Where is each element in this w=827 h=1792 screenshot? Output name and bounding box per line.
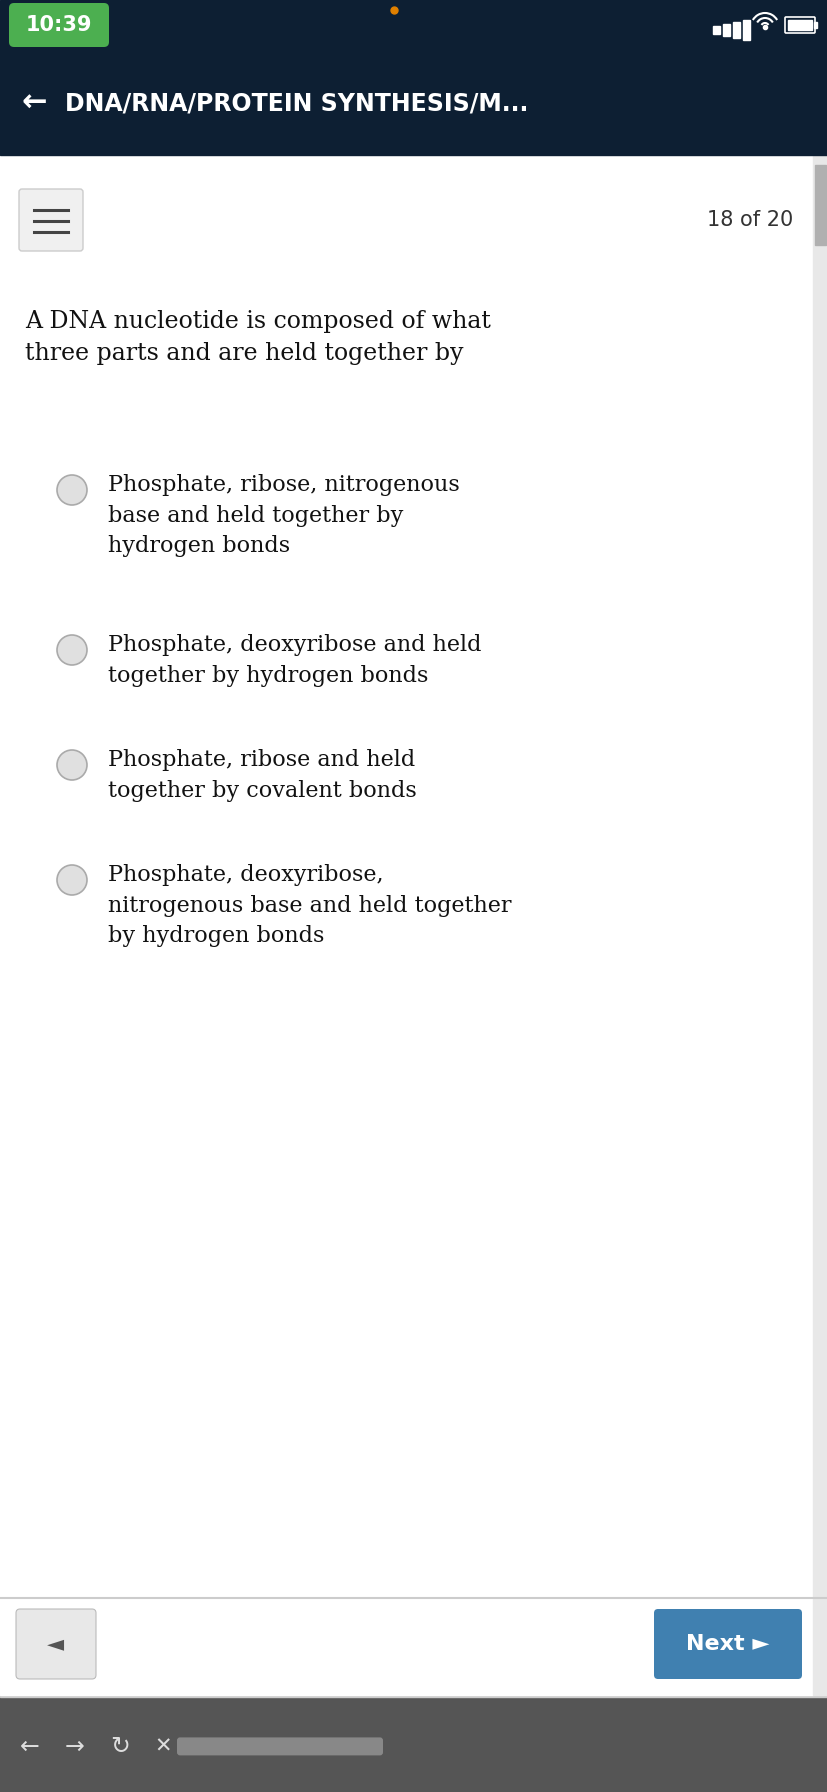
Text: ↻: ↻: [110, 1735, 130, 1758]
Text: 18 of 20: 18 of 20: [706, 210, 792, 229]
FancyBboxPatch shape: [16, 1609, 96, 1679]
Text: ✕: ✕: [154, 1736, 171, 1756]
Bar: [712, 27, 719, 34]
Bar: [812, 154, 827, 1695]
Circle shape: [57, 634, 87, 665]
FancyBboxPatch shape: [19, 188, 83, 251]
Text: A DNA nucleotide is composed of what
three parts and are held together by: A DNA nucleotide is composed of what thr…: [25, 310, 490, 366]
Text: Phosphate, deoxyribose,
nitrogenous base and held together
by hydrogen bonds: Phosphate, deoxyribose, nitrogenous base…: [108, 864, 511, 946]
Circle shape: [57, 751, 87, 780]
Bar: [814, 165, 825, 246]
Text: 10:39: 10:39: [26, 14, 92, 36]
FancyBboxPatch shape: [653, 1609, 801, 1679]
Text: ←: ←: [22, 88, 47, 118]
Circle shape: [57, 475, 87, 505]
Bar: [813, 22, 816, 29]
Bar: [732, 22, 739, 38]
Text: Phosphate, ribose and held
together by covalent bonds: Phosphate, ribose and held together by c…: [108, 749, 416, 801]
Bar: [0, 1695, 827, 1697]
Circle shape: [57, 866, 87, 894]
Bar: [742, 20, 749, 39]
Text: DNA/RNA/PROTEIN SYNTHESIS/M...: DNA/RNA/PROTEIN SYNTHESIS/M...: [65, 91, 528, 115]
Text: Phosphate, deoxyribose and held
together by hydrogen bonds: Phosphate, deoxyribose and held together…: [108, 634, 481, 686]
Text: Next ►: Next ►: [686, 1634, 769, 1654]
Bar: [0, 1697, 827, 1792]
Text: ←: ←: [20, 1735, 40, 1758]
Bar: [0, 0, 827, 154]
FancyBboxPatch shape: [9, 4, 109, 47]
Text: Phosphate, ribose, nitrogenous
base and held together by
hydrogen bonds: Phosphate, ribose, nitrogenous base and …: [108, 475, 459, 557]
Bar: [787, 20, 811, 30]
Bar: [0, 154, 827, 1695]
Text: ◄: ◄: [47, 1634, 65, 1654]
Bar: [722, 23, 729, 36]
Text: →: →: [65, 1735, 85, 1758]
Bar: [0, 154, 812, 1695]
FancyBboxPatch shape: [177, 1738, 383, 1756]
